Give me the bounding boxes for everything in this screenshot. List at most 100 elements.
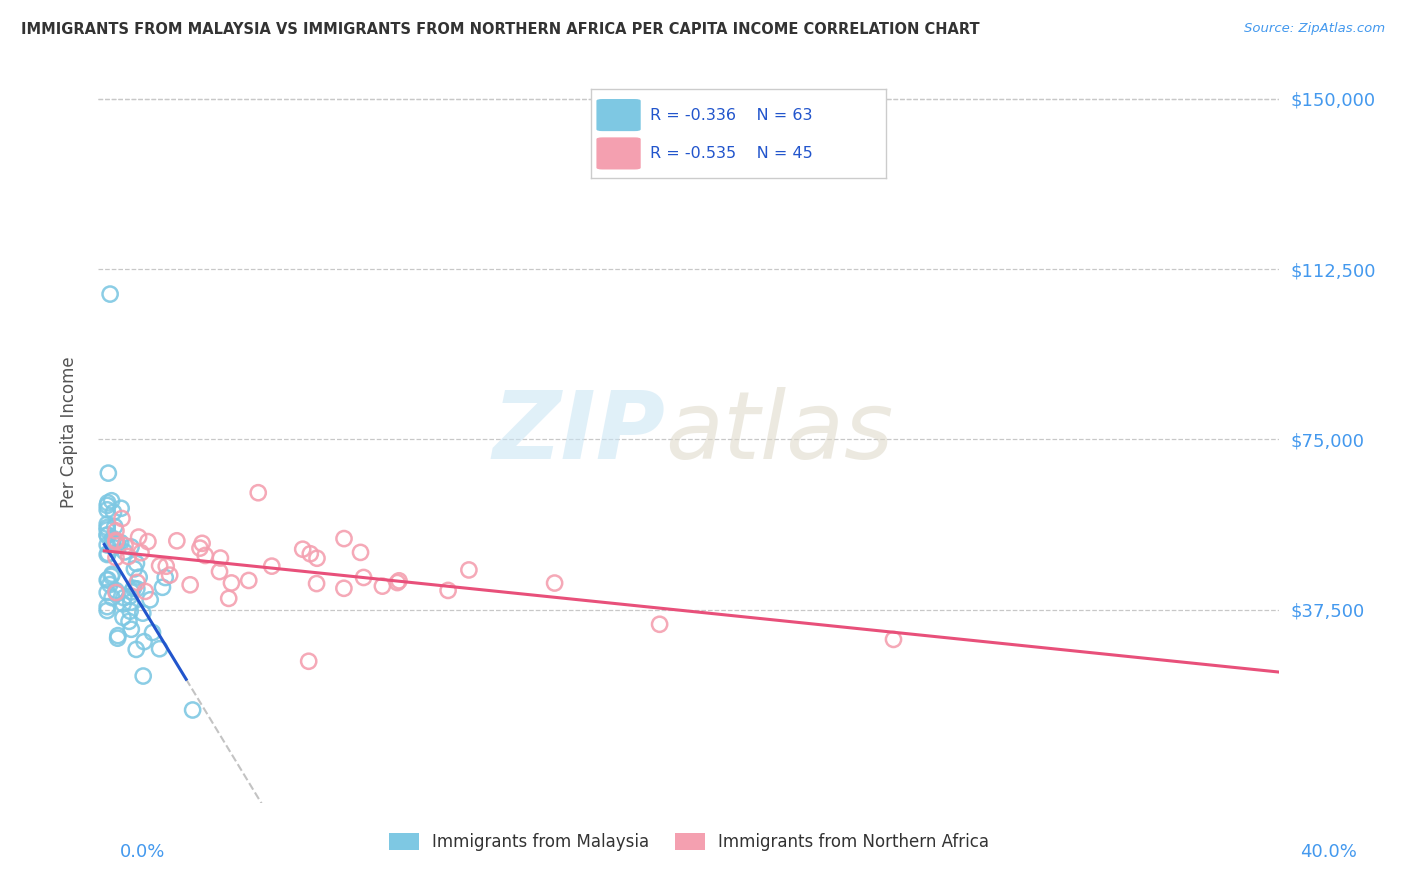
Point	[96, 503, 118, 517]
Point	[101, 532, 124, 546]
Point	[188, 541, 211, 555]
Point	[98, 577, 121, 591]
Point	[103, 541, 125, 555]
Point	[437, 583, 460, 598]
Point	[152, 580, 174, 594]
Point	[114, 545, 136, 559]
Point	[101, 591, 124, 605]
Point	[96, 548, 118, 562]
Point	[298, 654, 321, 668]
Point	[209, 551, 232, 566]
Point	[101, 536, 124, 550]
Point	[110, 535, 132, 549]
Point	[134, 584, 156, 599]
Point	[111, 610, 134, 624]
Point	[96, 538, 118, 552]
Point	[127, 575, 149, 590]
Point	[104, 519, 127, 533]
Point	[179, 578, 201, 592]
Point	[125, 557, 148, 571]
Legend: Immigrants from Malaysia, Immigrants from Northern Africa: Immigrants from Malaysia, Immigrants fro…	[382, 826, 995, 857]
Point	[181, 703, 204, 717]
Point	[125, 582, 148, 596]
Point	[238, 574, 260, 588]
Point	[98, 287, 121, 301]
Point	[104, 524, 127, 538]
Point	[128, 530, 150, 544]
Point	[118, 589, 141, 603]
Point	[349, 545, 371, 559]
Point	[96, 520, 118, 534]
Point	[299, 547, 322, 561]
Point	[221, 576, 243, 591]
Point	[388, 574, 411, 588]
Point	[120, 585, 142, 599]
Point	[155, 570, 177, 584]
Point	[120, 622, 142, 636]
Point	[543, 576, 565, 591]
Point	[458, 563, 481, 577]
Point	[96, 573, 118, 587]
Point	[110, 501, 132, 516]
Point	[112, 597, 135, 611]
Point	[148, 641, 170, 656]
Point	[97, 573, 120, 587]
Point	[112, 591, 135, 605]
Point	[97, 466, 120, 480]
Point	[333, 582, 356, 596]
Point	[96, 523, 118, 537]
Point	[104, 534, 127, 549]
Point	[333, 532, 356, 546]
Point	[218, 591, 240, 606]
Point	[97, 547, 120, 561]
Point	[166, 533, 188, 548]
FancyBboxPatch shape	[596, 137, 641, 169]
Text: R = -0.336    N = 63: R = -0.336 N = 63	[650, 108, 813, 122]
Text: IMMIGRANTS FROM MALAYSIA VS IMMIGRANTS FROM NORTHERN AFRICA PER CAPITA INCOME CO: IMMIGRANTS FROM MALAYSIA VS IMMIGRANTS F…	[21, 22, 980, 37]
FancyBboxPatch shape	[596, 99, 641, 131]
Point	[117, 549, 139, 564]
Point	[118, 615, 141, 629]
Point	[104, 533, 127, 548]
Text: atlas: atlas	[665, 387, 894, 478]
Point	[104, 550, 127, 565]
Text: 40.0%: 40.0%	[1301, 843, 1357, 861]
Point	[107, 537, 129, 551]
Point	[128, 570, 150, 584]
Point	[104, 585, 127, 599]
Point	[124, 562, 146, 576]
Point	[96, 528, 118, 542]
Point	[129, 546, 152, 560]
Point	[122, 582, 145, 596]
Point	[139, 592, 162, 607]
Point	[107, 629, 129, 643]
Point	[260, 559, 283, 574]
Point	[104, 536, 127, 550]
Text: Source: ZipAtlas.com: Source: ZipAtlas.com	[1244, 22, 1385, 36]
Point	[208, 565, 231, 579]
Point	[96, 603, 118, 617]
Point	[111, 511, 134, 525]
Point	[882, 632, 904, 647]
Text: 0.0%: 0.0%	[120, 843, 165, 861]
Point	[96, 517, 118, 532]
Point	[648, 617, 671, 632]
Point	[120, 595, 142, 609]
Point	[107, 631, 129, 645]
Point	[96, 528, 118, 542]
Point	[105, 586, 128, 600]
Text: R = -0.535    N = 45: R = -0.535 N = 45	[650, 146, 813, 161]
Point	[125, 642, 148, 657]
Point	[159, 568, 181, 582]
Point	[291, 542, 314, 557]
Point	[114, 539, 136, 553]
Point	[305, 576, 328, 591]
Point	[120, 604, 142, 618]
Point	[387, 575, 409, 590]
Point	[100, 569, 122, 583]
Point	[97, 496, 120, 510]
Point	[96, 599, 118, 614]
Point	[96, 585, 118, 599]
Point	[141, 625, 163, 640]
Point	[136, 534, 159, 549]
